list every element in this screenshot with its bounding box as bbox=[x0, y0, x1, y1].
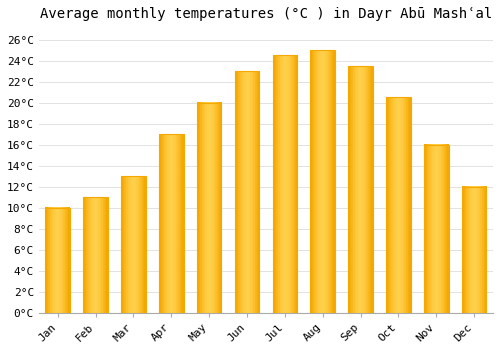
Title: Average monthly temperatures (°C ) in Dayr Abū Mashʿal: Average monthly temperatures (°C ) in Da… bbox=[40, 7, 492, 21]
Bar bbox=[310, 50, 335, 313]
Bar bbox=[272, 55, 297, 313]
Bar bbox=[234, 71, 260, 313]
Bar bbox=[197, 103, 222, 313]
Bar bbox=[424, 145, 448, 313]
Bar bbox=[348, 66, 373, 313]
Bar bbox=[462, 187, 486, 313]
Bar bbox=[386, 97, 410, 313]
Bar bbox=[46, 208, 70, 313]
Bar bbox=[159, 134, 184, 313]
Bar bbox=[84, 197, 108, 313]
Bar bbox=[121, 176, 146, 313]
